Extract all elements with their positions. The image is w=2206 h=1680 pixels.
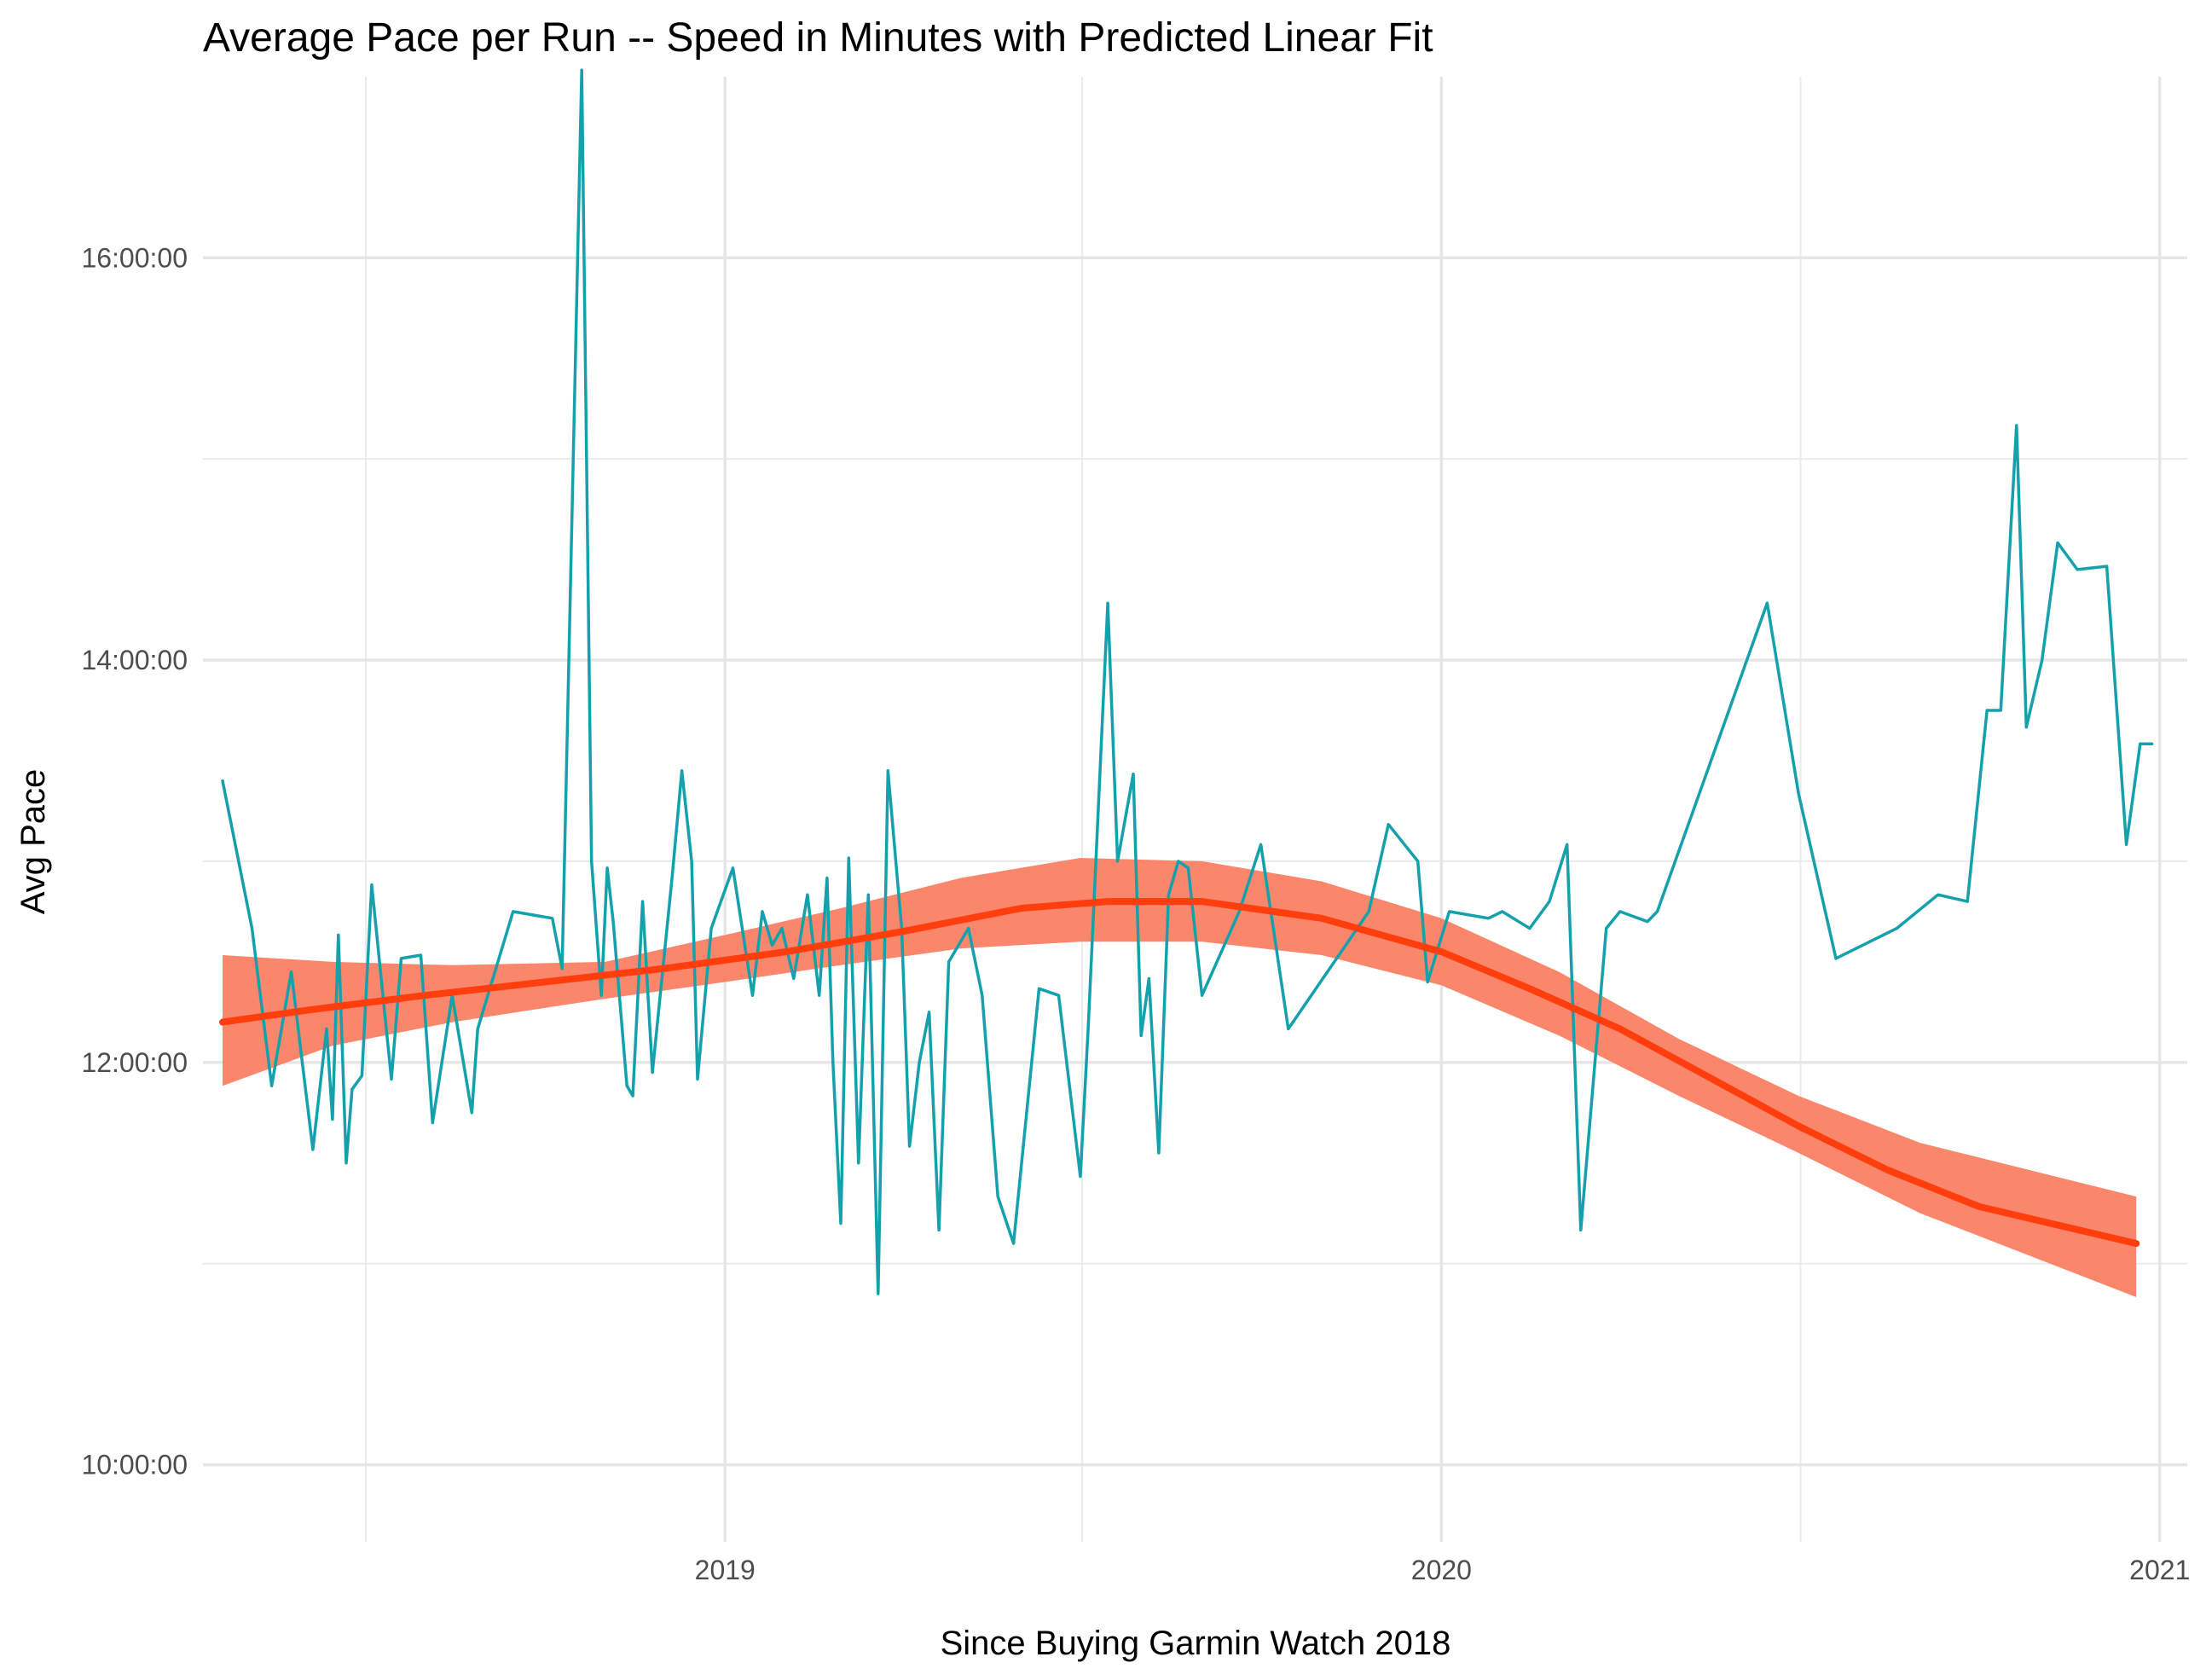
y-tick-label: 10:00:00	[81, 1450, 188, 1480]
y-tick-label: 12:00:00	[81, 1047, 188, 1078]
avg-pace-series-line	[221, 68, 2154, 1295]
major-gridlines	[203, 77, 2187, 1542]
x-tick-label: 2021	[2129, 1555, 2190, 1585]
x-tick-label: 2020	[1411, 1555, 1472, 1585]
series-layer	[219, 68, 2154, 1295]
confidence-band	[223, 858, 2137, 1297]
y-axis-title: Avg Pace	[14, 769, 52, 915]
y-axis-ticks: 10:00:00 12:00:00 14:00:00 16:00:00	[81, 242, 188, 1480]
x-tick-label: 2019	[695, 1555, 756, 1585]
x-axis-title: Since Buying Garmin Watch 2018	[941, 1625, 1451, 1662]
confidence-band-layer	[223, 858, 2137, 1297]
x-axis-ticks: 2019 2020 2021	[695, 1555, 2191, 1585]
y-tick-label: 16:00:00	[81, 242, 188, 273]
y-tick-label: 14:00:00	[81, 645, 188, 675]
chart-title: Average Pace per Run -- Speed in Minutes…	[203, 15, 1433, 61]
minor-gridlines	[203, 77, 2187, 1542]
fit-line	[219, 898, 2140, 1248]
